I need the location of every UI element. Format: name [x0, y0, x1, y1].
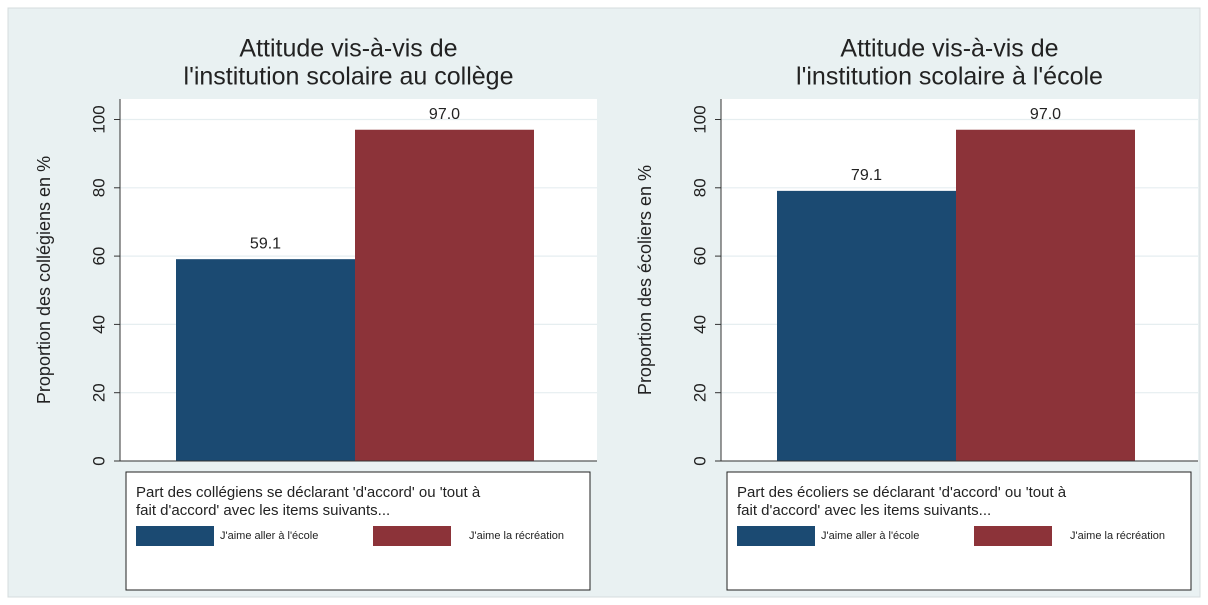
chart-title: l'institution scolaire au collège	[184, 63, 514, 91]
y-tick-label: 80	[89, 178, 108, 197]
y-axis-label: Proportion des collégiens en %	[34, 156, 54, 404]
value-label: 59.1	[250, 235, 281, 252]
legend-key	[974, 526, 1052, 546]
bar	[176, 259, 355, 461]
value-label: 79.1	[851, 167, 882, 184]
y-tick-label: 20	[690, 383, 709, 402]
legend-key	[737, 526, 815, 546]
legend-label: J'aime aller à l'école	[821, 530, 919, 542]
y-tick-label: 40	[89, 315, 108, 334]
bar	[355, 129, 534, 462]
y-tick-label: 100	[690, 105, 709, 133]
y-axis-label: Proportion des écoliers en %	[635, 165, 655, 395]
legend-key	[136, 526, 214, 546]
chart-title: l'institution scolaire à l'école	[796, 63, 1103, 91]
y-tick-label: 20	[89, 383, 108, 402]
y-tick-label: 0	[690, 456, 709, 465]
bar	[956, 129, 1135, 462]
y-tick-label: 80	[690, 178, 709, 197]
chart-title: Attitude vis-à-vis de	[239, 35, 457, 63]
bar	[777, 190, 956, 462]
y-tick-label: 60	[690, 247, 709, 266]
y-tick-label: 40	[690, 315, 709, 334]
chart-title: Attitude vis-à-vis de	[840, 35, 1058, 63]
y-tick-label: 60	[89, 247, 108, 266]
legend-title: fait d'accord' avec les items suivants..…	[737, 502, 991, 519]
value-label: 97.0	[1030, 106, 1061, 123]
value-label: 97.0	[429, 106, 460, 123]
legend-label: J'aime la récréation	[469, 530, 564, 542]
legend-label: J'aime aller à l'école	[220, 530, 318, 542]
y-tick-label: 0	[89, 456, 108, 465]
legend-title: Part des écoliers se déclarant 'd'accord…	[737, 484, 1067, 501]
legend-title: fait d'accord' avec les items suivants..…	[136, 502, 390, 519]
y-tick-label: 100	[89, 105, 108, 133]
legend-label: J'aime la récréation	[1070, 530, 1165, 542]
legend-key	[373, 526, 451, 546]
legend-title: Part des collégiens se déclarant 'd'acco…	[136, 484, 481, 501]
